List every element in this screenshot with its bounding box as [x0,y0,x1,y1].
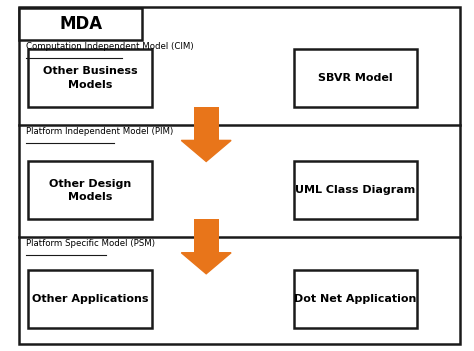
Bar [19,8,142,40]
Text: Other Applications: Other Applications [32,294,148,304]
Text: SBVR Model: SBVR Model [318,73,393,83]
Bar [294,270,417,328]
Bar [28,161,152,219]
Text: MDA: MDA [59,15,102,33]
Bar [294,161,417,219]
Text: UML Class Diagram: UML Class Diagram [295,185,416,196]
Polygon shape [181,140,231,161]
Text: Other Design
Models: Other Design Models [49,179,131,202]
Text: Platform Specific Model (PSM): Platform Specific Model (PSM) [26,239,155,249]
Bar [194,107,219,140]
Bar [194,219,219,253]
Polygon shape [181,253,231,274]
Bar [28,49,152,107]
Bar [28,270,152,328]
Text: Platform Independent Model (PIM): Platform Independent Model (PIM) [26,127,173,136]
Bar [294,49,417,107]
Text: Dot Net Application: Dot Net Application [294,294,417,304]
Text: Other Business
Models: Other Business Models [43,66,137,90]
Text: Computation Independent Model (CIM): Computation Independent Model (CIM) [26,42,194,51]
